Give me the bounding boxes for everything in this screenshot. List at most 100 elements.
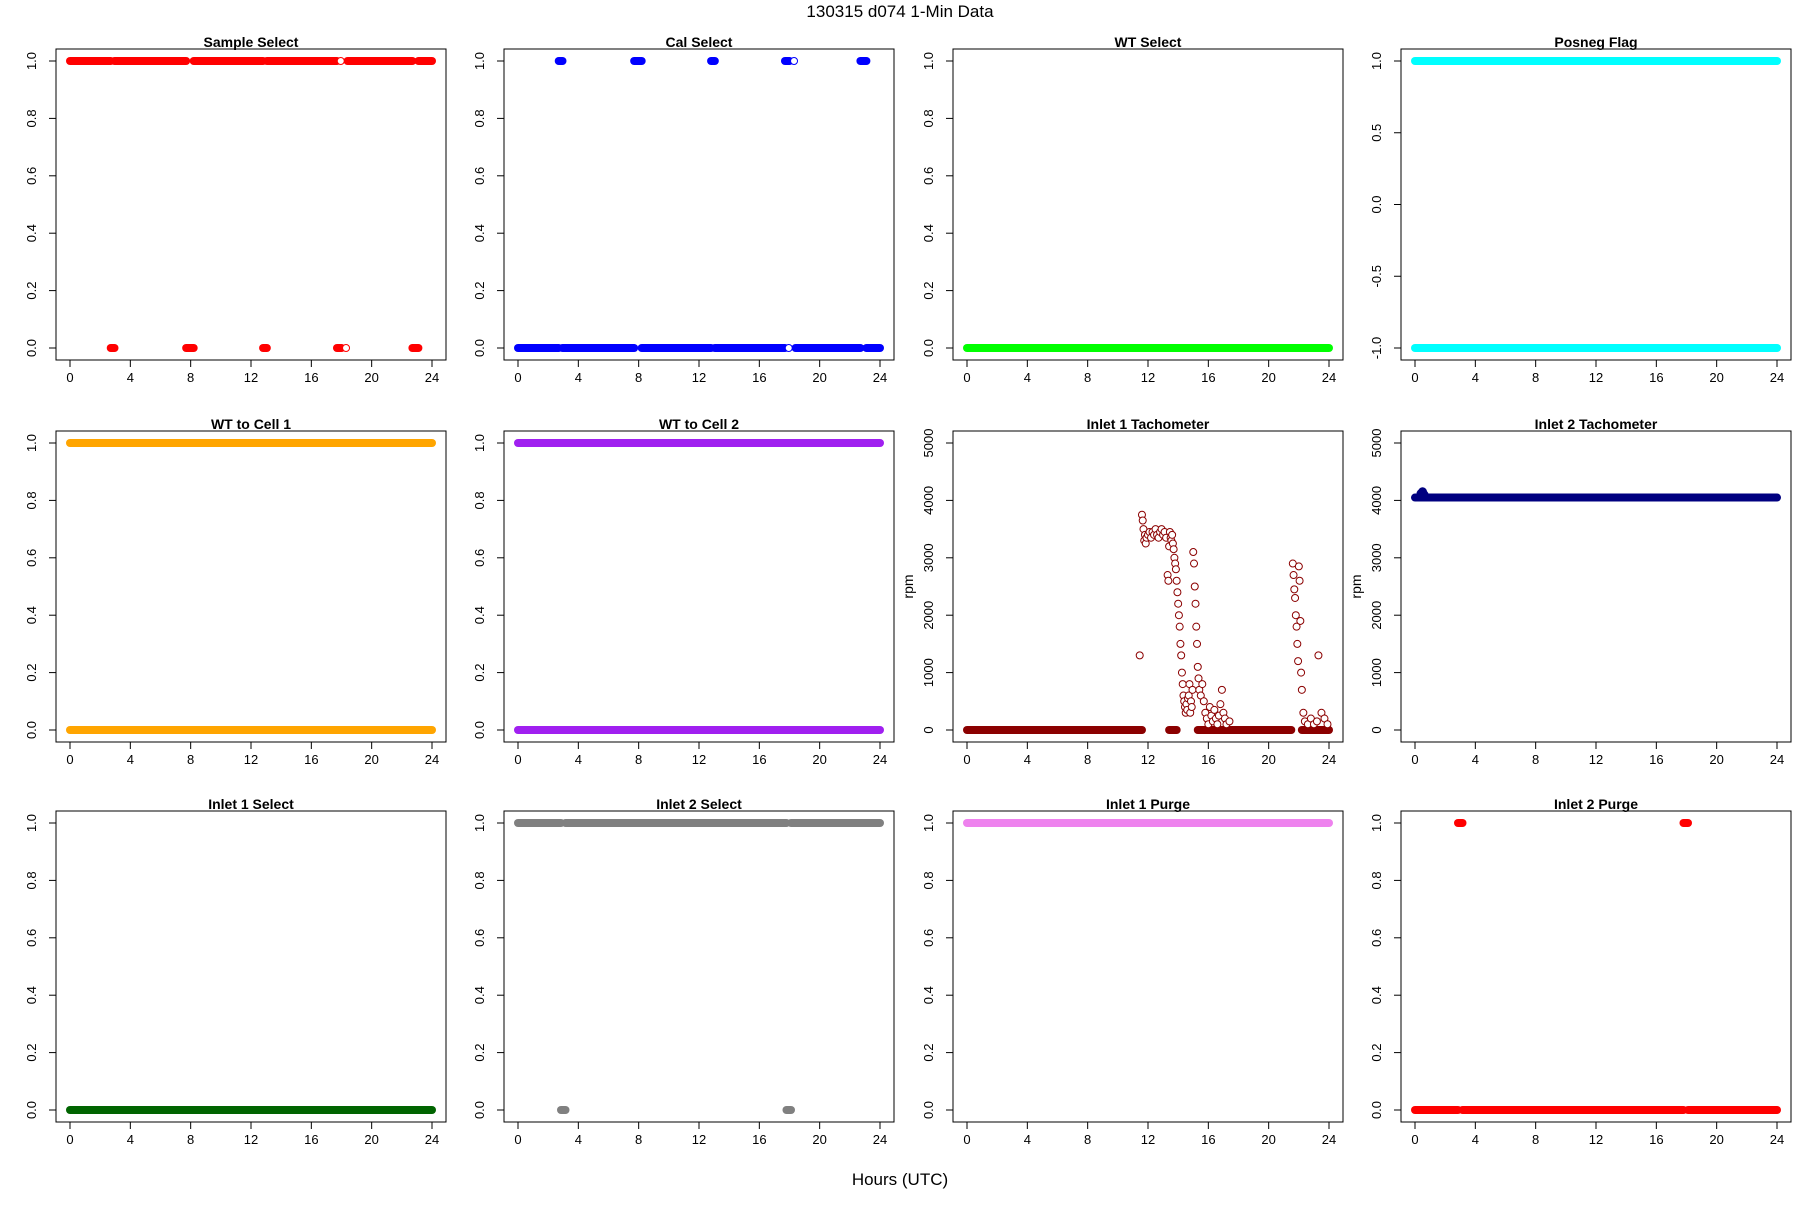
y-tick-label: -0.5 [1369,265,1384,287]
panel-sample-select: Sample Select 0 4 8 12 16 20 24 0.0 0.2 0.4 0.6 0.8 1… [24,34,447,385]
plot-frame [55,430,447,743]
x-tick-label: 16 [304,370,318,385]
data-point [1291,593,1300,602]
x-tick-label: 20 [364,752,378,767]
x-tick-label: 24 [425,1132,439,1147]
y-tick-label: 0.0 [472,1101,487,1119]
y-tick-label: 0.0 [472,339,487,357]
data-point [1314,651,1323,660]
panel-title: Inlet 2 Select [656,796,742,812]
y-tick-label: -1.0 [1369,337,1384,359]
panel-inlet-1-tachometer: Inlet 1 Tachometer 0 4 8 12 16 20 24 0 1000 2000 30… [900,416,1344,767]
data-point [1419,490,1429,500]
y-tick-label: 1.0 [472,434,487,452]
x-tick-label: 20 [364,370,378,385]
x-tick-label: 12 [692,1132,706,1147]
x-tick-label: 0 [514,1132,521,1147]
x-tick-label: 12 [1141,1132,1155,1147]
y-tick-label: 3000 [1369,543,1384,572]
y-tick-label: 0.6 [1369,929,1384,947]
x-tick-label: 20 [1709,752,1723,767]
data-point [1177,651,1186,660]
x-tick-label: 8 [635,752,642,767]
y-axis-label: rpm [900,574,916,598]
data-point [1293,639,1302,648]
data-point [1292,622,1301,631]
panel-title: WT to Cell 2 [659,416,739,432]
x-tick-label: 0 [66,370,73,385]
y-tick-label: 1.0 [472,52,487,70]
panel-cal-select: Cal Select 0 4 8 12 16 20 24 0.0 0.2 0.4 0.6 0.8 1.0 [472,34,895,385]
plot-frame [1400,430,1792,743]
x-tick-label: 24 [425,370,439,385]
x-tick-label: 4 [1472,752,1479,767]
plot-frame [503,810,895,1123]
x-tick-label: 16 [752,752,766,767]
y-tick-label: 0.2 [1369,1044,1384,1062]
x-tick-label: 24 [1322,370,1336,385]
y-tick-label: 0.4 [472,606,487,624]
y-tick-label: 0.8 [472,491,487,509]
x-tick-label: 12 [1589,752,1603,767]
y-tick-label: 0.4 [472,986,487,1004]
data-point [1164,576,1173,585]
x-tick-label: 12 [1141,752,1155,767]
data-point [342,344,351,352]
data-point [1216,700,1225,709]
y-tick-label: 0.2 [472,664,487,682]
data-point [1169,545,1178,554]
x-axis-label: Hours (UTC) [851,1170,949,1189]
y-tick-label: 0.8 [1369,871,1384,889]
panel-wt-to-cell-1: WT to Cell 1 0 4 8 12 16 20 24 0.0 0.2 0.4 0.6 0.8 1.… [24,416,447,767]
plot-frame [952,48,1344,361]
panel-title: WT Select [1115,34,1182,50]
data-point [1290,585,1299,594]
y-tick-label: 1.0 [24,434,39,452]
panel-title: Inlet 1 Select [208,796,294,812]
panel-posneg-flag: Posneg Flag 0 4 8 12 16 20 24 -1.0 -0.5 0.0 0.5 1.0 [1369,34,1792,385]
data-point [336,57,345,65]
y-tick-label: 0.6 [472,167,487,185]
data-point [1177,668,1186,677]
y-tick-label: 0.0 [24,1101,39,1119]
plot-frame [1400,48,1792,361]
panel-inlet-2-tachometer: Inlet 2 Tachometer 0 4 8 12 16 20 24 0 1000 2000 30… [1348,416,1792,767]
y-tick-label: 5000 [921,429,936,458]
x-tick-label: 4 [127,1132,134,1147]
y-tick-label: 0 [1369,726,1384,733]
x-tick-label: 0 [514,752,521,767]
y-tick-label: 0 [921,726,936,733]
data-point [1210,705,1219,714]
y-tick-label: 0.4 [921,224,936,242]
y-tick-label: 0.0 [1369,195,1384,213]
x-tick-label: 16 [304,1132,318,1147]
x-tick-label: 16 [1649,752,1663,767]
panel-title: Inlet 2 Tachometer [1535,416,1658,432]
x-tick-label: 4 [575,752,582,767]
x-tick-label: 20 [364,1132,378,1147]
data-point [1289,571,1298,580]
x-tick-label: 4 [1024,1132,1031,1147]
y-tick-label: 1.0 [24,814,39,832]
y-tick-label: 0.2 [472,1044,487,1062]
data-point [790,57,799,65]
panel-wt-select: WT Select 0 4 8 12 16 20 24 0.0 0.2 0.4 0.6 0.8 1.0 [921,34,1344,385]
y-tick-label: 0.4 [24,986,39,1004]
x-tick-label: 12 [1589,1132,1603,1147]
data-point [1174,611,1183,620]
y-tick-label: 0.8 [472,871,487,889]
x-tick-label: 20 [1261,752,1275,767]
plot-frame [55,48,447,361]
data-point [1299,708,1308,717]
x-tick-label: 8 [187,752,194,767]
x-tick-label: 0 [1411,370,1418,385]
y-tick-label: 1.0 [472,814,487,832]
y-tick-label: 0.8 [24,871,39,889]
data-point [1291,611,1300,620]
x-tick-label: 12 [244,752,258,767]
data-point [1213,720,1222,729]
panel-title: Inlet 1 Purge [1106,796,1190,812]
data-point [1217,685,1226,694]
